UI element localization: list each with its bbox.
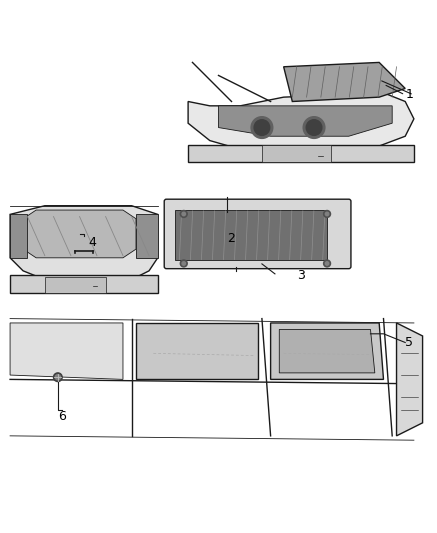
Text: 5: 5 — [405, 336, 413, 349]
Polygon shape — [218, 106, 392, 136]
Bar — [136, 214, 158, 258]
Circle shape — [325, 262, 329, 265]
Bar — [262, 145, 331, 162]
FancyBboxPatch shape — [164, 199, 351, 269]
Text: 2: 2 — [227, 232, 235, 245]
Bar — [45, 277, 106, 293]
Circle shape — [323, 211, 330, 217]
Circle shape — [251, 117, 273, 139]
Text: 1: 1 — [405, 88, 413, 101]
Text: 3: 3 — [297, 269, 305, 281]
Circle shape — [325, 212, 329, 216]
Circle shape — [55, 375, 60, 380]
Bar — [188, 145, 414, 162]
Polygon shape — [188, 93, 414, 154]
Polygon shape — [136, 323, 257, 379]
Polygon shape — [10, 206, 158, 279]
Polygon shape — [279, 329, 375, 373]
Polygon shape — [396, 323, 423, 436]
Circle shape — [306, 120, 322, 135]
Bar — [10, 214, 28, 258]
Circle shape — [323, 260, 330, 267]
Text: 4: 4 — [88, 236, 96, 249]
Circle shape — [53, 373, 62, 382]
Circle shape — [180, 211, 187, 217]
Text: 6: 6 — [58, 410, 66, 423]
Polygon shape — [23, 210, 136, 258]
Bar — [175, 210, 327, 260]
Circle shape — [254, 120, 270, 135]
Polygon shape — [284, 62, 405, 101]
Bar — [10, 275, 158, 293]
Circle shape — [180, 260, 187, 267]
Circle shape — [182, 262, 185, 265]
Polygon shape — [10, 323, 123, 379]
Circle shape — [182, 212, 185, 216]
Circle shape — [303, 117, 325, 139]
Polygon shape — [271, 323, 384, 379]
